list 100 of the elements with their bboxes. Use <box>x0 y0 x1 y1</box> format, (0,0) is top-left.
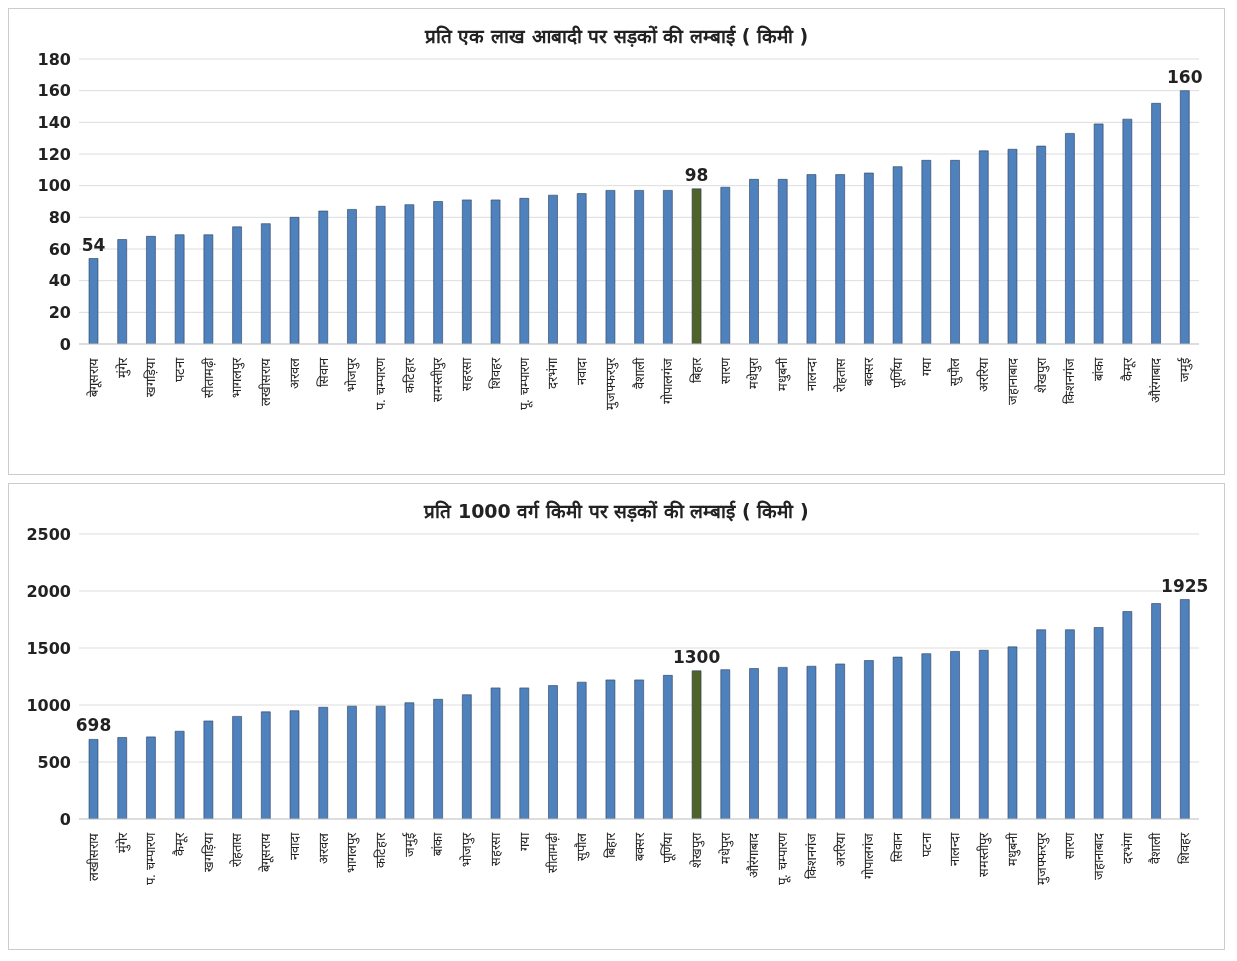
x-tick-label: सुपौल <box>947 358 964 386</box>
x-tick-label: खगड़िया <box>200 832 216 872</box>
x-tick-label: प. चम्पारण <box>143 832 159 886</box>
x-tick-label: शेखपुरा <box>1033 357 1050 393</box>
x-tick-label: मधेपुरा <box>746 357 763 389</box>
bar <box>404 204 415 344</box>
bar <box>261 223 271 344</box>
bar <box>232 716 242 819</box>
y-tick-label: 1000 <box>26 695 71 715</box>
x-tick-label: दरभंगा <box>545 357 561 389</box>
bar <box>1007 148 1018 344</box>
y-tick-label: 60 <box>48 239 71 259</box>
bar <box>1093 123 1104 344</box>
y-tick-label: 180 <box>37 49 71 69</box>
x-tick-label: औरंगाबाद <box>1148 357 1164 403</box>
bar <box>490 199 501 344</box>
x-tick-label: पू. चम्पारण <box>516 357 533 411</box>
y-tick-label: 0 <box>59 334 71 354</box>
bar <box>548 194 558 344</box>
bar <box>232 226 242 344</box>
bar <box>634 679 644 819</box>
x-tick-label: मुंगेर <box>114 357 131 378</box>
bar <box>806 174 817 344</box>
x-tick-label: कटिहार <box>373 832 389 868</box>
data-label: 54 <box>81 234 106 255</box>
bar <box>347 705 357 819</box>
bar <box>978 649 989 819</box>
x-tick-label: नालन्दा <box>947 832 963 866</box>
x-tick-label: अररिया <box>832 832 848 867</box>
y-tick-label: 100 <box>37 176 71 196</box>
x-tick-label: सिवान <box>889 832 905 862</box>
x-tick-label: अरवल <box>286 358 302 389</box>
x-tick-label: बेगूसराय <box>258 833 275 872</box>
bar <box>261 711 271 819</box>
bar <box>1151 603 1161 819</box>
x-tick-label: जमुई <box>401 832 418 857</box>
x-tick-label: भागलपुर <box>344 832 361 873</box>
x-tick-label: सुपौल <box>574 833 591 861</box>
bar <box>117 239 128 344</box>
x-tick-label: बिहार <box>688 357 704 383</box>
bar <box>1007 646 1018 819</box>
y-tick-label: 500 <box>37 752 71 772</box>
x-tick-label: पू. चम्पारण <box>775 832 792 886</box>
bar <box>921 160 932 344</box>
x-tick-label: किशनगंज <box>1062 358 1078 404</box>
x-tick-label: सहरसा <box>487 832 503 866</box>
bar <box>978 150 989 344</box>
x-tick-label: सहरसा <box>459 357 475 391</box>
bar <box>462 199 472 344</box>
bar <box>88 739 99 819</box>
bar <box>203 720 214 819</box>
x-tick-label: लखीसराय <box>85 833 101 881</box>
x-tick-label: अररिया <box>976 357 992 392</box>
x-tick-label: बेगूसराय <box>85 358 102 397</box>
bar <box>864 172 874 344</box>
bar <box>950 160 960 344</box>
bar <box>404 702 415 819</box>
x-tick-label: भागलपुर <box>229 357 246 398</box>
y-tick-label: 2500 <box>26 524 71 544</box>
x-tick-label: जहानाबाद <box>1090 832 1106 880</box>
bar <box>146 736 156 819</box>
x-tick-label: बांका <box>430 832 446 856</box>
bar <box>605 679 616 819</box>
bar <box>892 166 903 344</box>
bar <box>375 705 386 819</box>
x-tick-label: जहानाबाद <box>1004 357 1020 405</box>
x-tick-label: वैशाली <box>631 357 647 389</box>
data-label: 1925 <box>1161 575 1209 596</box>
bar <box>835 663 845 819</box>
x-tick-label: वैशाली <box>1148 832 1164 864</box>
x-tick-label: पूर्णिया <box>889 357 906 388</box>
bar <box>347 209 357 344</box>
y-tick-label: 2000 <box>26 581 71 601</box>
x-tick-label: बक्सर <box>861 357 877 386</box>
x-tick-label: लखीसराय <box>258 358 274 406</box>
bar <box>921 653 932 819</box>
bar <box>519 198 530 344</box>
bar <box>1065 133 1075 344</box>
bar <box>1179 90 1190 344</box>
data-label: 1300 <box>672 646 721 667</box>
x-tick-label: मुजफ्फरपुर <box>1033 832 1050 885</box>
bar <box>749 179 759 344</box>
bar <box>1093 627 1104 819</box>
bar <box>490 687 501 819</box>
bar <box>749 668 759 819</box>
bar <box>777 179 788 344</box>
bar <box>720 669 731 819</box>
bar <box>950 651 960 819</box>
bar <box>1122 611 1133 819</box>
x-tick-label: प. चम्पारण <box>373 357 389 411</box>
bar <box>576 681 587 819</box>
x-tick-label: मुंगेर <box>114 832 131 853</box>
x-tick-label: जमुई <box>1177 357 1194 382</box>
y-tick-label: 160 <box>37 81 71 101</box>
bar <box>519 687 530 819</box>
x-tick-label: भोजपुर <box>344 357 361 392</box>
x-tick-label: औरंगाबाद <box>746 832 762 878</box>
x-tick-label: सीतामढ़ी <box>200 357 216 398</box>
x-tick-label: शेखपुरा <box>688 832 705 868</box>
x-tick-label: मुजफ्फरपुर <box>602 357 619 410</box>
